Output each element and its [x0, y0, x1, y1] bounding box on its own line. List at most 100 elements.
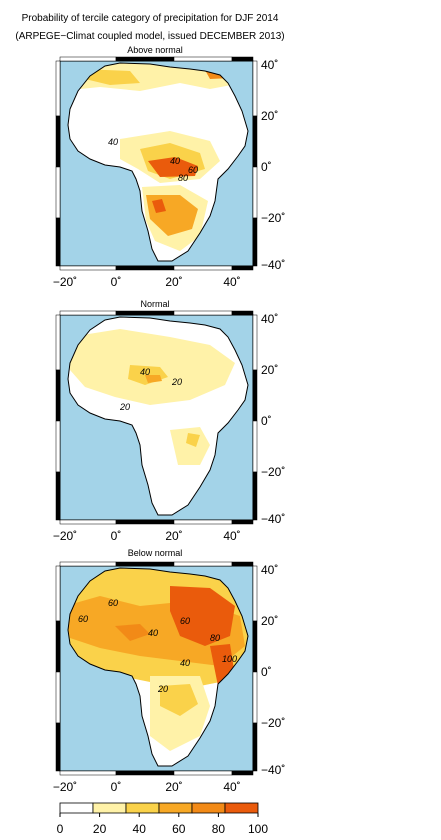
x-tick-label: 0˚ — [111, 780, 122, 794]
frame-bar — [115, 310, 175, 316]
map-panel-normal: 20 40 20 — [59, 314, 254, 521]
frame-bar — [59, 265, 117, 271]
colorbar: 0 20 40 60 80 100 — [57, 802, 268, 836]
colorbar-swatch — [125, 802, 160, 814]
y-tick-label: 0˚ — [261, 665, 272, 679]
y-tick-label: 40˚ — [261, 58, 278, 72]
x-tick-label: 40˚ — [223, 275, 240, 289]
x-tick-label: −20˚ — [53, 529, 77, 543]
contour-label: 100 — [222, 654, 237, 664]
y-tick-label: −20˚ — [261, 465, 285, 479]
panel-title-above-normal: Above normal — [127, 45, 183, 55]
frame-bar — [252, 471, 258, 521]
contour-label: 80 — [210, 633, 220, 643]
frame-bar — [252, 722, 258, 772]
frame-bar — [115, 561, 175, 567]
panel-title-below-normal: Below normal — [127, 548, 183, 558]
x-tick-label: 40˚ — [223, 529, 240, 543]
contour-label: 60 — [188, 165, 198, 175]
y-tick-label: 40˚ — [261, 563, 278, 577]
y-tick-label: 20˚ — [261, 614, 278, 628]
y-tick-label: −20˚ — [261, 211, 285, 225]
frame-bar — [252, 420, 258, 473]
x-tick-label: 0˚ — [111, 529, 122, 543]
chart-title-line2: (ARPEGE−Climat coupled model, issued DEC… — [15, 31, 285, 42]
frame-bar — [59, 561, 117, 567]
frame-bar — [115, 265, 175, 271]
frame-bar — [173, 770, 233, 776]
y-tick-label: 20˚ — [261, 109, 278, 123]
frame-bar — [115, 770, 175, 776]
frame-bar — [115, 519, 175, 525]
frame-bar — [59, 770, 117, 776]
frame-bar — [252, 671, 258, 724]
y-tick-label: −20˚ — [261, 716, 285, 730]
y-tick-label: 0˚ — [261, 160, 272, 174]
x-tick-label: 20˚ — [165, 780, 182, 794]
contour-label: 20 — [157, 684, 168, 694]
contour-label: 60 — [78, 614, 88, 624]
frame-bar — [252, 217, 258, 267]
frame-bar — [231, 265, 254, 271]
y-tick-label: 40˚ — [261, 312, 278, 326]
probability-shading — [70, 329, 235, 465]
frame-bar — [55, 60, 61, 117]
contour-label: 40 — [170, 156, 180, 166]
frame-bar — [231, 770, 254, 776]
frame-bar — [55, 671, 61, 724]
frame-bar — [55, 620, 61, 673]
frame-bar — [55, 471, 61, 521]
frame-bar — [173, 310, 233, 316]
contour-label: 40 — [108, 137, 118, 147]
colorbar-tick-label: 100 — [248, 822, 268, 836]
frame-bar — [173, 561, 233, 567]
x-tick-label: −20˚ — [53, 780, 77, 794]
frame-bar — [59, 519, 117, 525]
frame-bar — [55, 565, 61, 622]
frame-bar — [55, 722, 61, 772]
x-tick-label: 20˚ — [165, 275, 182, 289]
colorbar-swatch — [92, 802, 127, 814]
frame-bar — [252, 565, 258, 622]
colorbar-tick-label: 0 — [57, 822, 64, 836]
x-tick-label: −20˚ — [53, 275, 77, 289]
y-tick-label: −40˚ — [261, 258, 285, 272]
probability-shading — [68, 568, 248, 751]
contour-label: 20 — [171, 377, 182, 387]
frame-bar — [115, 56, 175, 62]
chart-title-line1: Probability of tercile category of preci… — [21, 13, 279, 24]
frame-bar — [55, 166, 61, 219]
contour-label: 60 — [108, 598, 118, 608]
frame-bar — [231, 519, 254, 525]
x-tick-label: 0˚ — [111, 275, 122, 289]
contour-label: 20 — [119, 402, 130, 412]
frame-bar — [231, 310, 254, 316]
contour-label: 80 — [178, 173, 188, 183]
frame-bar — [55, 115, 61, 168]
frame-bar — [59, 310, 117, 316]
colorbar-tick-label: 80 — [212, 822, 226, 836]
colorbar-tick-label: 40 — [133, 822, 147, 836]
frame-bar — [173, 265, 233, 271]
frame-bar — [252, 166, 258, 219]
colorbar-tick-label: 60 — [172, 822, 186, 836]
colorbar-swatch — [191, 802, 226, 814]
frame-bar — [55, 420, 61, 473]
map-panel-below-normal: 60 60 40 80 60 100 40 20 — [59, 565, 254, 772]
colorbar-swatch — [158, 802, 193, 814]
frame-bar — [252, 314, 258, 371]
frame-bar — [55, 369, 61, 422]
y-tick-label: 0˚ — [261, 414, 272, 428]
contour-label: 40 — [180, 658, 190, 668]
colorbar-swatch — [59, 802, 94, 814]
y-tick-label: 20˚ — [261, 363, 278, 377]
map-panel-above-normal: 40 80 40 60 — [59, 60, 254, 267]
frame-bar — [55, 314, 61, 371]
y-tick-label: −40˚ — [261, 763, 285, 777]
frame-bar — [252, 369, 258, 422]
frame-bar — [173, 56, 233, 62]
frame-bar — [252, 60, 258, 117]
panel-title-normal: Normal — [140, 299, 170, 309]
frame-bar — [55, 217, 61, 267]
contour-label: 40 — [140, 367, 150, 377]
